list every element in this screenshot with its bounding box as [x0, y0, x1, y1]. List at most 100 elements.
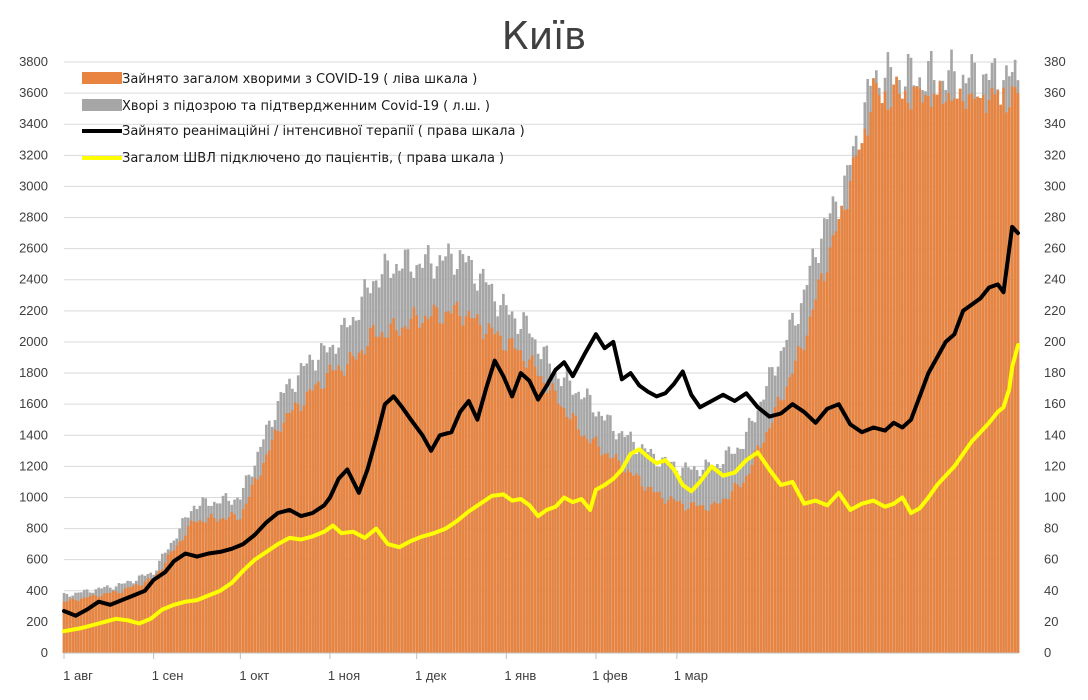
- bar-occupied: [302, 405, 306, 653]
- bar-occupied: [62, 601, 66, 653]
- bar-occupied: [247, 496, 251, 653]
- bar-occupied: [629, 472, 632, 653]
- bar-occupied: [941, 104, 945, 653]
- legend-swatch: [82, 72, 122, 84]
- right-tick-label: 280: [1044, 210, 1066, 225]
- bar-occupied: [351, 356, 355, 653]
- left-tick-label: 1400: [19, 427, 48, 442]
- bar-occupied: [649, 487, 653, 653]
- bar-occupied: [770, 422, 774, 653]
- bar-occupied: [918, 88, 922, 653]
- bar-occupied: [753, 450, 757, 653]
- bar-occupied: [516, 350, 520, 653]
- bar-occupied: [522, 361, 525, 653]
- right-tick-label: 80: [1044, 521, 1058, 536]
- bar-occupied: [805, 335, 809, 653]
- bar-occupied: [377, 336, 381, 653]
- bar-occupied: [429, 316, 433, 653]
- bar-occupied: [681, 503, 684, 653]
- bar-occupied: [776, 396, 780, 653]
- bar-occupied: [964, 108, 968, 653]
- bar-occupied: [635, 473, 638, 653]
- bar-occupied: [750, 464, 754, 653]
- bar-occupied: [559, 406, 563, 653]
- bar-occupied: [201, 521, 205, 653]
- bar-occupied: [637, 476, 641, 653]
- bar-occupied: [441, 323, 445, 653]
- bar-occupied: [591, 438, 595, 653]
- legend-label: Загалом ШВЛ підключено до пацієнтів, ( п…: [122, 151, 504, 166]
- bar-occupied: [782, 399, 786, 653]
- left-tick-label: 1000: [19, 489, 48, 504]
- bar-occupied: [938, 81, 942, 653]
- bar-occupied: [710, 504, 713, 653]
- bar-occupied: [241, 509, 245, 653]
- bar-occupied: [611, 457, 615, 653]
- bar-occupied: [166, 554, 170, 653]
- left-axis-ticks: 0 200 400 600 800 1000 1200 1400 1600 1800 2000 220…: [19, 54, 48, 660]
- bar-occupied: [487, 323, 491, 653]
- bar-occupied: [418, 327, 421, 653]
- bar-occupied: [204, 522, 207, 653]
- bar-occupied: [348, 351, 352, 653]
- bar-occupied: [458, 315, 462, 653]
- bar-occupied: [973, 98, 976, 654]
- bar-occupied: [886, 110, 890, 653]
- bar-occupied: [383, 337, 387, 653]
- bar-occupied: [473, 318, 476, 653]
- bar-occupied: [823, 281, 826, 653]
- bar-occupied: [987, 99, 991, 653]
- bar-occupied: [478, 325, 482, 653]
- bar-occupied: [924, 94, 927, 653]
- bar-occupied: [1002, 87, 1005, 653]
- bar-occupied: [470, 317, 473, 653]
- bar-occupied: [678, 500, 682, 653]
- bar-occupied: [187, 525, 190, 653]
- bar-occupied: [982, 94, 985, 654]
- bar-occupied: [502, 349, 505, 653]
- left-tick-label: 3600: [19, 85, 48, 100]
- bar-occupied: [400, 327, 404, 653]
- bar-occupied: [620, 471, 624, 653]
- bar-occupied: [1005, 112, 1008, 653]
- x-tick-label: 1 янв: [504, 668, 536, 683]
- bar-occupied: [424, 315, 427, 653]
- bar-occupied: [450, 313, 453, 653]
- bar-occupied: [739, 487, 742, 653]
- bar-occupied: [846, 209, 849, 653]
- right-tick-label: 140: [1044, 427, 1066, 442]
- bar-occupied: [664, 503, 667, 653]
- left-tick-label: 600: [26, 552, 48, 567]
- left-tick-label: 1800: [19, 365, 48, 380]
- bar-occupied: [849, 180, 852, 653]
- bar-occupied: [467, 311, 471, 653]
- right-tick-label: 160: [1044, 396, 1066, 411]
- left-tick-label: 2400: [19, 272, 48, 287]
- bar-occupied: [574, 415, 577, 653]
- bar-occupied: [932, 93, 936, 653]
- bar-occupied: [730, 491, 734, 653]
- bar-occupied: [860, 143, 864, 653]
- bar-occupied: [585, 439, 589, 653]
- bar-occupied: [880, 103, 884, 653]
- bar-occupied: [609, 458, 612, 653]
- bar-occupied: [134, 584, 138, 653]
- bar-occupied: [490, 327, 494, 653]
- right-axis-ticks: 0 20 40 60 80 100 120 140 160 180 200 220 240 260 280 3…: [1044, 54, 1066, 660]
- bar-occupied: [779, 400, 783, 653]
- bar-occupied: [172, 550, 176, 653]
- bar-occupied: [149, 578, 153, 653]
- bar-occupied: [366, 345, 369, 653]
- bar-occupied: [464, 316, 468, 653]
- bar-occupied: [178, 541, 181, 653]
- bar-occupied: [215, 521, 219, 653]
- bar-occupied: [808, 316, 812, 653]
- bar-occupied: [626, 469, 630, 653]
- left-tick-label: 0: [41, 645, 48, 660]
- bar-occupied: [146, 578, 150, 653]
- bar-occupied: [409, 318, 413, 653]
- bar-occupied: [71, 598, 74, 653]
- bar-occupied: [744, 476, 748, 653]
- right-tick-label: 120: [1044, 458, 1066, 473]
